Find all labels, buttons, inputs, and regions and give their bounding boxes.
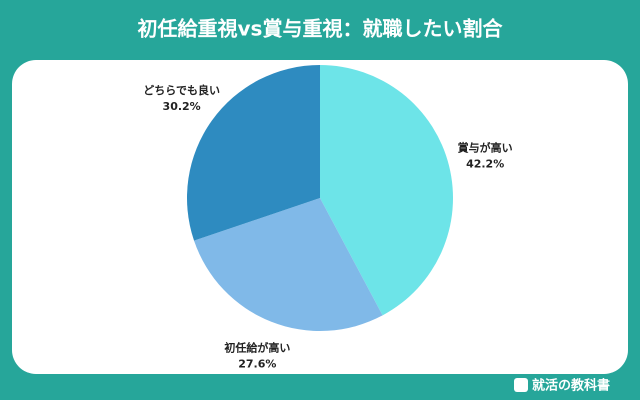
slice-label: 賞与が高い	[458, 141, 513, 155]
slice-value-label: 42.2%	[466, 158, 504, 171]
slice-value-label: 30.2%	[163, 100, 201, 113]
brand-name: 就活の教科書	[532, 378, 610, 394]
pie-slice	[320, 65, 453, 316]
slice-label: どちらでも良い	[143, 83, 220, 97]
slice-value-label: 27.6%	[238, 357, 276, 370]
slice-label: 初任給が高い	[224, 340, 290, 354]
brand-icon	[514, 378, 528, 392]
chart-title: 初任給重視vs賞与重視：就職したい割合	[138, 17, 504, 41]
brand-logo: 就活の教科書	[514, 378, 610, 394]
pie-slice	[194, 198, 383, 331]
pie-slice	[186, 65, 320, 241]
